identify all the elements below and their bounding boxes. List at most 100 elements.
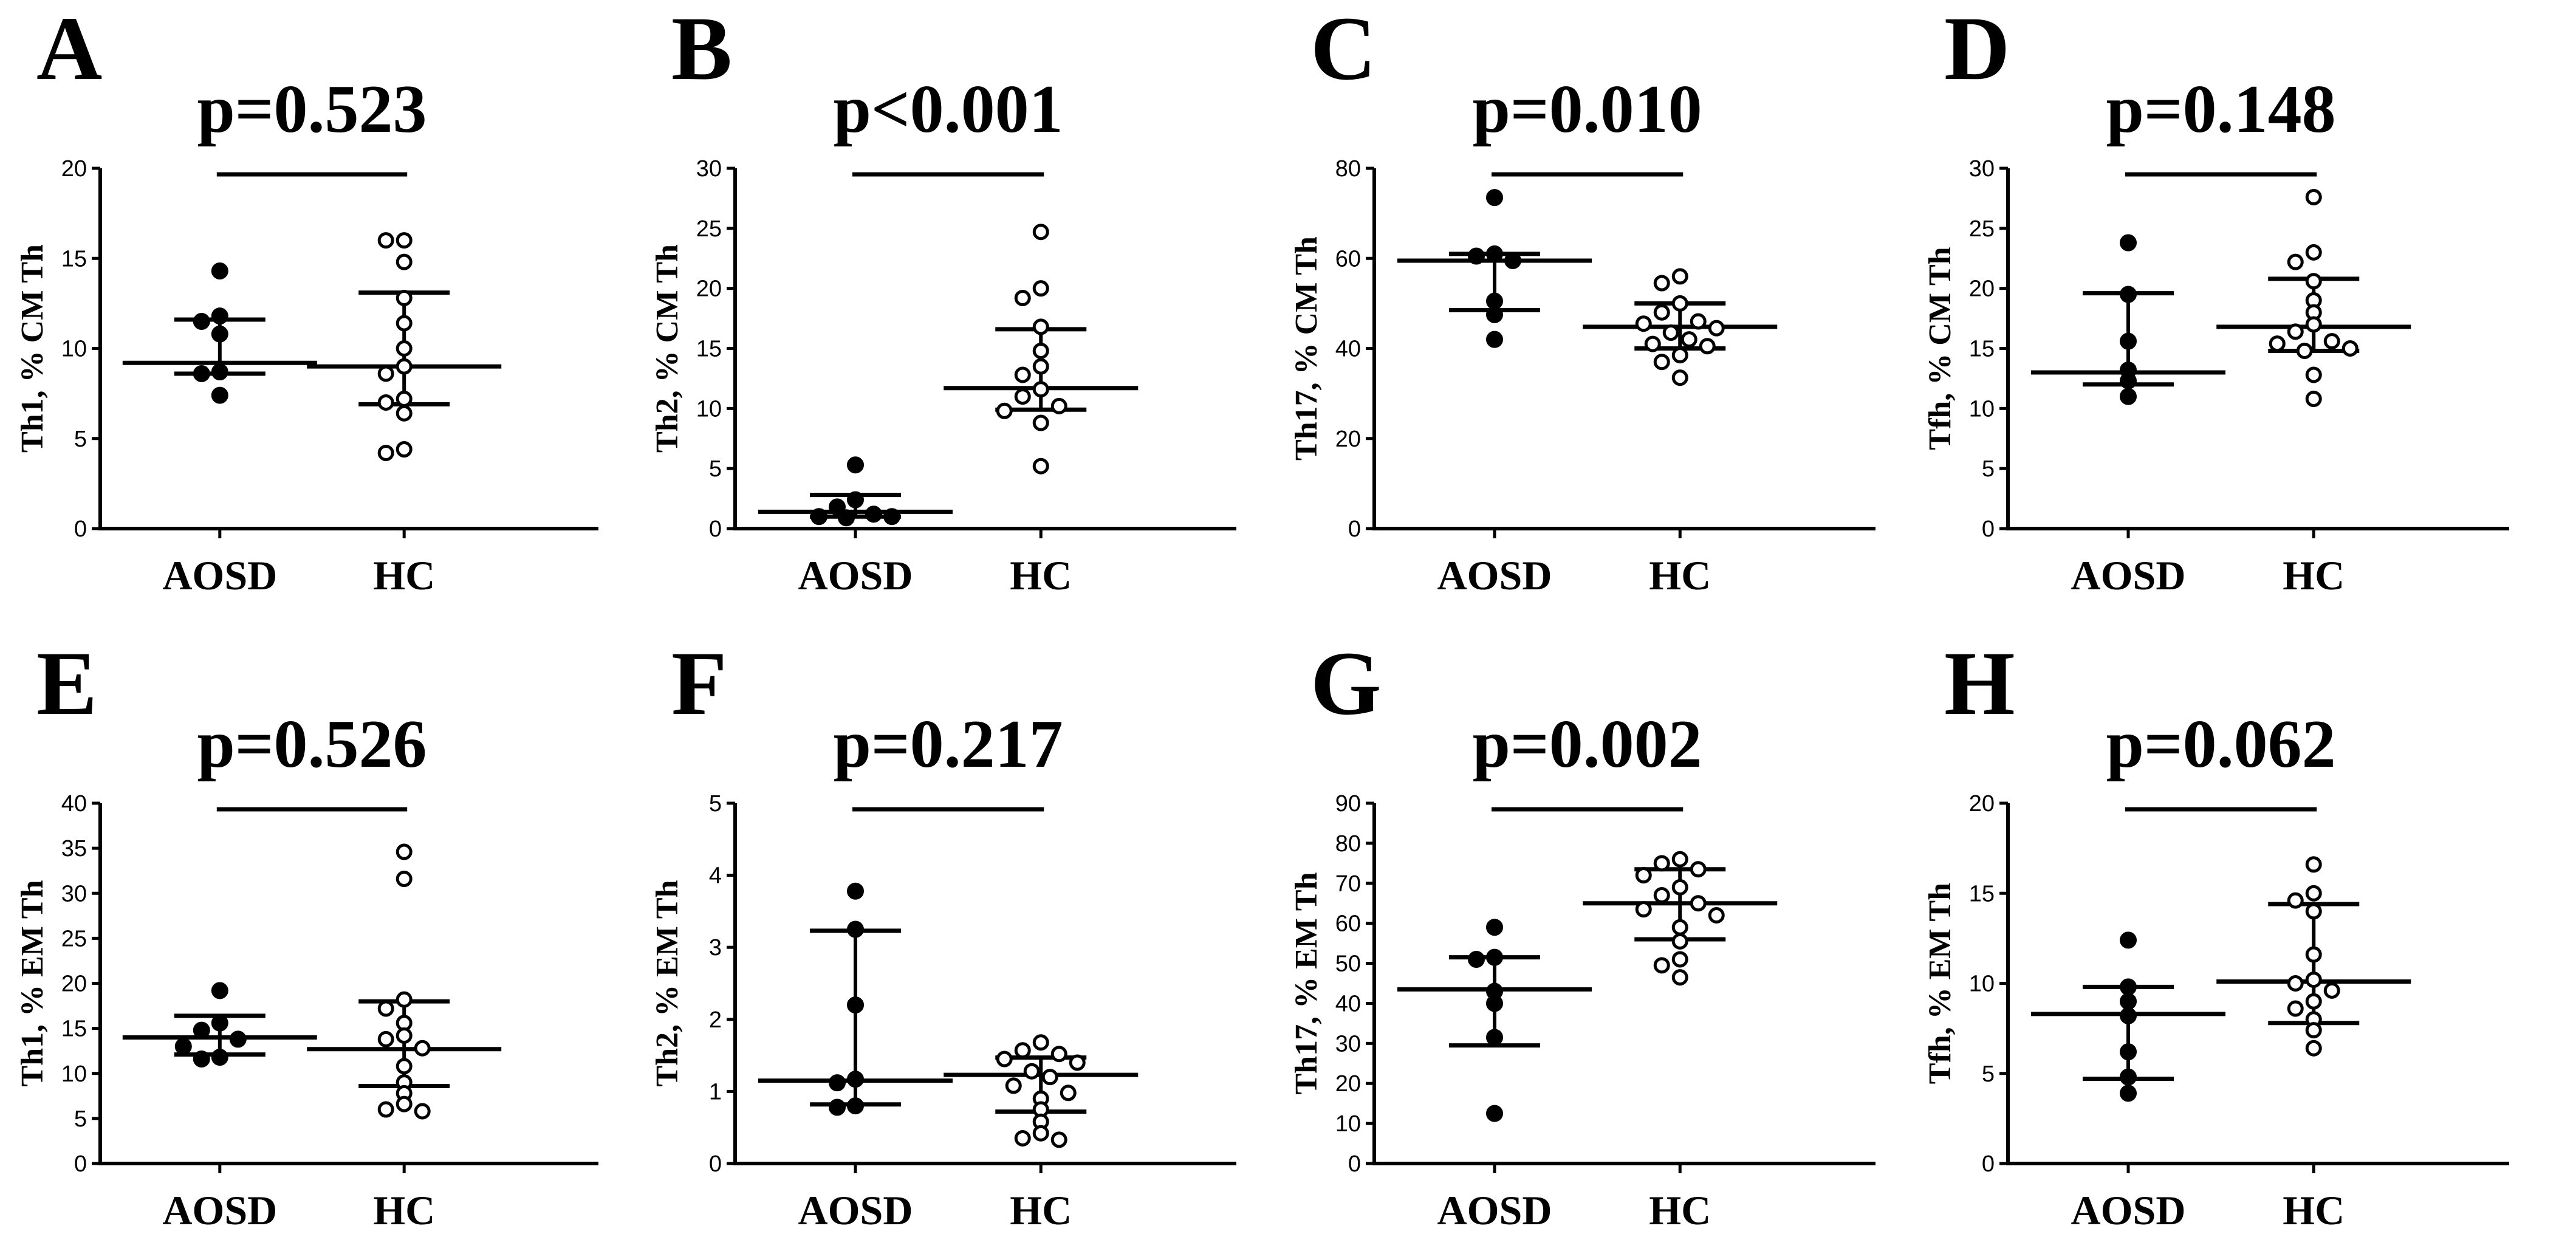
p-value-title: p=0.523 [197, 72, 426, 147]
data-point [396, 232, 413, 249]
y-tick-label: 40 [61, 791, 87, 817]
y-tick-label: 30 [1969, 156, 1995, 182]
data-point [1671, 295, 1688, 312]
data-point [2120, 286, 2137, 303]
y-tick-label: 25 [1969, 216, 1995, 242]
x-tick-label-aosd: AOSD [162, 1187, 277, 1233]
data-point [377, 394, 394, 411]
data-point [1671, 268, 1688, 285]
data-point [838, 509, 855, 527]
series-hc [307, 232, 502, 461]
data-point [1653, 855, 1670, 872]
data-point [2287, 975, 2304, 992]
series-aosd [2031, 931, 2225, 1102]
data-point [1032, 280, 1049, 297]
x-tick-label-aosd: AOSD [162, 552, 277, 598]
series-aosd [2031, 234, 2225, 405]
y-tick-label: 80 [1335, 156, 1361, 182]
data-point [396, 253, 413, 270]
p-value-title: p=0.217 [834, 707, 1063, 782]
x-tick-label-aosd: AOSD [2071, 1187, 2186, 1233]
data-point [2305, 366, 2322, 383]
panel-letter: A [36, 0, 102, 99]
data-point [996, 1050, 1013, 1068]
data-point [1671, 879, 1688, 896]
data-point [377, 232, 394, 249]
y-tick-label: 0 [1982, 1151, 1995, 1177]
data-point [1014, 366, 1031, 383]
y-tick-label: 25 [696, 216, 722, 242]
data-point [1032, 458, 1049, 475]
series-aosd [758, 882, 953, 1116]
data-point [414, 1103, 431, 1120]
data-point [1486, 306, 1503, 323]
data-point [1653, 304, 1670, 321]
panel-letter: C [1310, 0, 1376, 99]
data-point [377, 1030, 394, 1047]
y-tick-label: 5 [74, 427, 87, 452]
data-point [2287, 1000, 2304, 1017]
panel-letter: F [671, 633, 727, 734]
y-tick-label: 0 [709, 1151, 722, 1177]
data-point [2305, 391, 2322, 408]
y-tick-label: 30 [1335, 1031, 1361, 1057]
y-tick-label: 5 [74, 1106, 87, 1132]
y-tick-label: 90 [1335, 791, 1361, 817]
data-point [2305, 244, 2322, 261]
panel-letter: B [671, 0, 732, 99]
y-tick-label: 0 [1982, 516, 1995, 542]
data-point [1486, 919, 1503, 936]
data-point [2305, 903, 2322, 920]
data-point [810, 508, 827, 526]
y-tick-label: 20 [1969, 791, 1995, 817]
data-point [1653, 354, 1670, 371]
data-point [211, 307, 228, 325]
data-point [2120, 372, 2137, 389]
y-tick-label: 0 [1348, 1151, 1361, 1177]
x-tick-label-aosd: AOSD [1437, 1187, 1552, 1233]
data-point [2341, 340, 2358, 357]
data-point [1486, 189, 1503, 207]
x-tick-label-hc: HC [1649, 552, 1711, 598]
data-point [396, 391, 413, 408]
y-tick-label: 10 [1969, 396, 1995, 422]
data-point [1014, 1129, 1031, 1146]
data-point [1653, 957, 1670, 974]
data-point [2305, 993, 2322, 1010]
data-point [2305, 885, 2322, 902]
data-point [1032, 381, 1049, 398]
data-point [1671, 851, 1688, 868]
data-point [2120, 388, 2137, 405]
data-point [2287, 892, 2304, 909]
data-point [1050, 397, 1067, 414]
series-hc [307, 843, 502, 1120]
data-point [829, 1098, 846, 1116]
data-point [1050, 1046, 1067, 1063]
data-point [2323, 333, 2340, 350]
data-point [2120, 993, 2137, 1010]
y-tick-label: 10 [1335, 1111, 1361, 1137]
data-point [2305, 856, 2322, 873]
panel-e: Ep=0.526 0 5 10 15 20 25 30 35 40 Th1, % EM Th AOSD… [15, 633, 598, 1233]
y-tick-label: 10 [696, 396, 722, 422]
data-point [1671, 919, 1688, 936]
data-point [2287, 253, 2304, 270]
data-point [2305, 946, 2322, 963]
data-point [1486, 1105, 1503, 1122]
data-point [2120, 1068, 2137, 1086]
x-tick-label-hc: HC [2283, 552, 2345, 598]
y-tick-label: 4 [709, 863, 722, 889]
x-tick-label-aosd: AOSD [798, 1187, 913, 1233]
data-point [2120, 332, 2137, 350]
data-point [414, 1040, 431, 1057]
y-tick-label: 20 [1335, 427, 1361, 452]
series-hc [944, 1034, 1139, 1148]
y-tick-label: 0 [74, 1151, 87, 1177]
data-point [847, 456, 864, 474]
panel-f: Fp=0.217 0 1 2 3 4 5 Th2, % EM Th AOSD HC [650, 633, 1236, 1233]
data-point [2120, 234, 2137, 252]
series-hc [1583, 851, 1778, 986]
y-tick-label: 60 [1335, 911, 1361, 937]
x-tick-label-aosd: AOSD [2071, 552, 2186, 598]
data-point [211, 982, 228, 999]
